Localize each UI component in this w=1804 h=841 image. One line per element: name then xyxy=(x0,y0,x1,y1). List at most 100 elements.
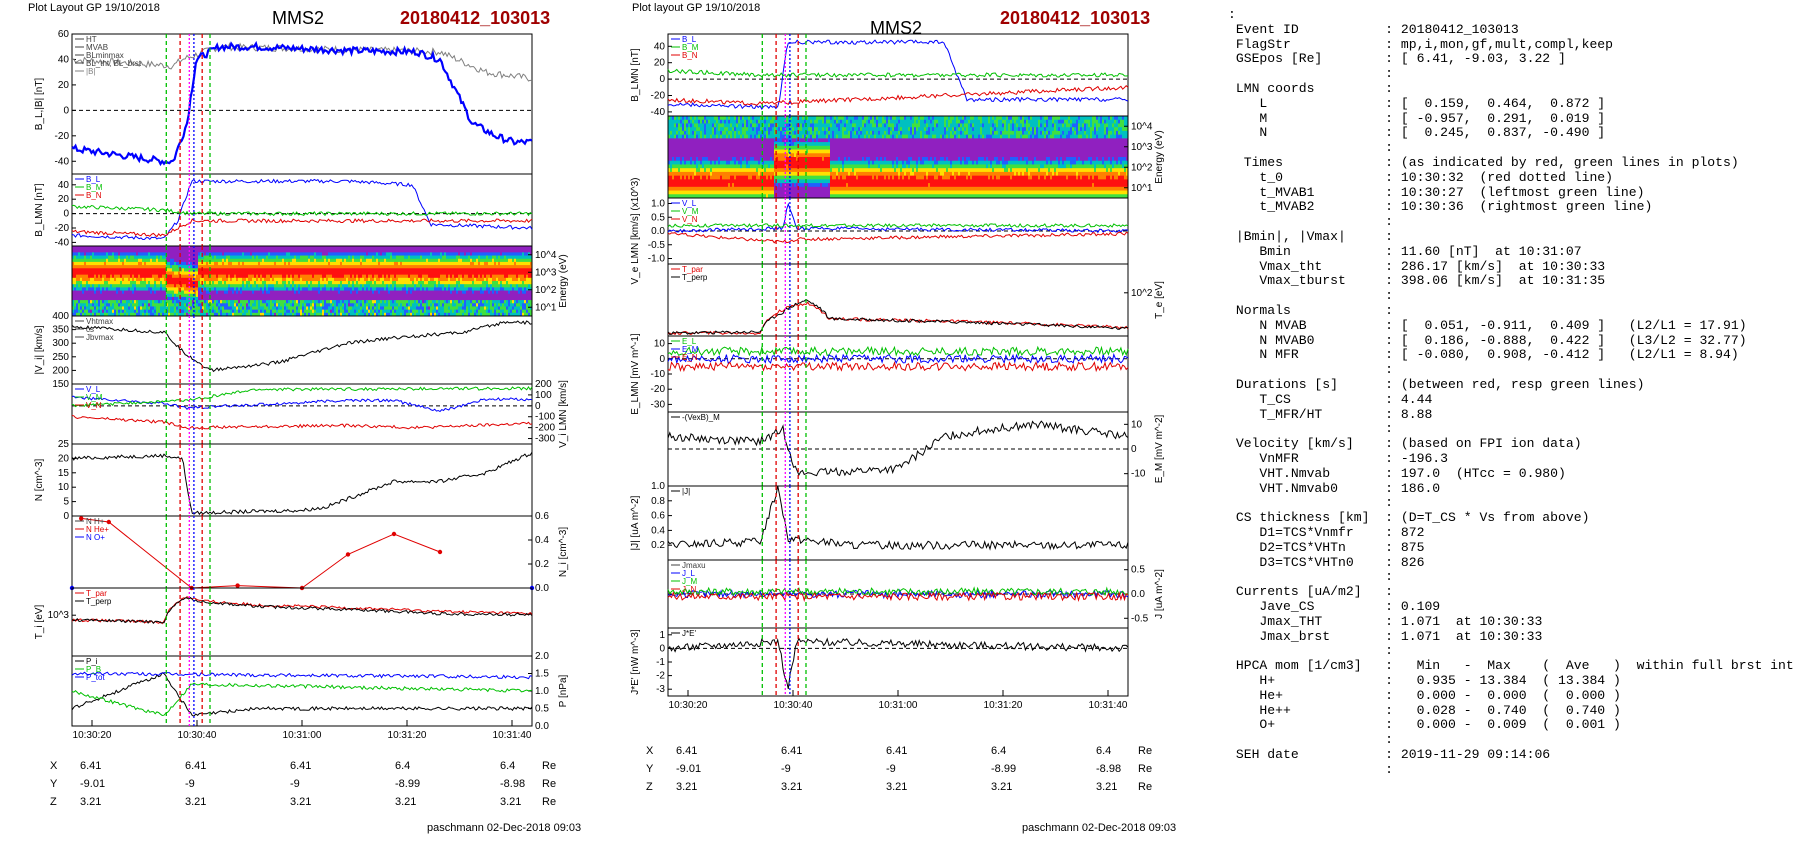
spectrogram-cell xyxy=(332,296,335,301)
spectrogram-cell xyxy=(162,261,165,266)
spectrogram-cell xyxy=(428,306,431,311)
spectrogram-cell xyxy=(358,284,361,288)
spectrogram-cell xyxy=(72,265,75,269)
spectrogram-cell xyxy=(172,290,175,295)
spectrogram-cell xyxy=(352,265,355,269)
spectrogram-cell xyxy=(404,293,407,298)
spectrogram-cell xyxy=(136,312,139,317)
spectrogram-cell xyxy=(300,312,303,317)
spectrogram-cell xyxy=(306,268,309,272)
spectrogram-cell xyxy=(388,261,391,266)
spectrogram-cell xyxy=(304,255,307,260)
spectrogram-cell xyxy=(430,296,433,301)
spectrogram-cell xyxy=(336,296,339,301)
spectrogram-cell xyxy=(156,271,159,276)
spectrogram-cell xyxy=(290,287,293,291)
spectrogram-cell xyxy=(284,309,287,314)
spectrogram-cell xyxy=(194,246,197,250)
spectrogram-cell xyxy=(80,296,83,301)
spectrogram-cell xyxy=(298,271,301,276)
spectrogram-cell xyxy=(110,284,113,288)
spectrogram-cell xyxy=(434,300,437,304)
spectrogram-cell xyxy=(390,271,393,276)
spectrogram-cell xyxy=(112,268,115,272)
spectrogram-cell xyxy=(86,268,89,272)
spectrogram-cell xyxy=(154,274,157,279)
spectrogram-cell xyxy=(302,268,305,272)
spectrogram-cell xyxy=(440,268,443,272)
spectrogram-cell xyxy=(364,268,367,272)
spectrogram-cell xyxy=(80,252,83,256)
spectrogram-cell xyxy=(132,268,135,272)
spectrogram-cell xyxy=(406,265,409,269)
spectrogram-cell xyxy=(354,265,357,269)
spectrogram-cell xyxy=(286,309,289,314)
spectrogram-cell xyxy=(352,252,355,256)
spectrogram-cell xyxy=(112,303,115,307)
spectrogram-cell xyxy=(288,252,291,256)
spectrogram-cell xyxy=(116,277,119,282)
spectrogram-cell xyxy=(270,303,273,307)
spectrogram-cell xyxy=(438,277,441,282)
spectrogram-cell xyxy=(100,300,103,304)
spectrogram-cell xyxy=(78,258,81,263)
spectrogram-cell xyxy=(438,265,441,269)
spectrogram-cell xyxy=(274,246,277,250)
spectrogram-cell xyxy=(436,258,439,263)
spectrogram-cell xyxy=(422,300,425,304)
spectrogram-cell xyxy=(140,277,143,282)
spectrogram-cell xyxy=(296,274,299,279)
spectrogram-cell xyxy=(334,249,337,253)
spectrogram-cell xyxy=(126,303,129,307)
spectrogram-cell xyxy=(128,293,131,298)
spectrogram-cell xyxy=(134,300,137,304)
spectrogram-cell xyxy=(366,277,369,282)
spectrogram-cell xyxy=(106,303,109,307)
spectrogram-cell xyxy=(266,293,269,298)
spectrogram-cell xyxy=(118,268,121,272)
spectrogram-cell xyxy=(186,290,189,295)
spectrogram-cell xyxy=(258,306,261,311)
spectrogram-cell xyxy=(424,252,427,256)
spectrogram-cell xyxy=(104,287,107,291)
spectrogram-cell xyxy=(414,287,417,291)
spectrogram-cell xyxy=(100,246,103,250)
spectrogram-cell xyxy=(256,258,259,263)
spectrogram-cell xyxy=(334,246,337,250)
spectrogram-cell xyxy=(170,284,173,288)
spectrogram-cell xyxy=(226,300,229,304)
spectrogram-cell xyxy=(240,246,243,250)
spectrogram-cell xyxy=(226,249,229,253)
spectrogram-cell xyxy=(438,274,441,279)
spectrogram-cell xyxy=(334,312,337,317)
spectrogram-cell xyxy=(140,271,143,276)
spectrogram-cell xyxy=(398,309,401,314)
spectrogram-cell xyxy=(364,249,367,253)
spectrogram-cell xyxy=(170,265,173,269)
spectrogram-cell xyxy=(126,296,129,301)
spectrogram-cell xyxy=(200,246,203,250)
spectrogram-cell xyxy=(400,261,403,266)
spectrogram-cell xyxy=(110,293,113,298)
spectrogram-cell xyxy=(194,268,197,272)
spectrogram-cell xyxy=(176,309,179,314)
spectrogram-cell xyxy=(272,309,275,314)
spectrogram-cell xyxy=(424,293,427,298)
spectrogram-cell xyxy=(226,293,229,298)
spectrogram-cell xyxy=(348,300,351,304)
spectrogram-cell xyxy=(400,255,403,260)
spectrogram-cell xyxy=(388,246,391,250)
spectrogram-cell xyxy=(166,277,169,282)
spectrogram-cell xyxy=(244,306,247,311)
spectrogram-cell xyxy=(404,284,407,288)
spectrogram-cell xyxy=(326,284,329,288)
spectrogram-cell xyxy=(246,249,249,253)
spectrogram-cell xyxy=(192,246,195,250)
spectrogram-cell xyxy=(176,258,179,263)
spectrogram-cell xyxy=(84,255,87,260)
spectrogram-cell xyxy=(414,261,417,266)
spectrogram-cell xyxy=(98,290,101,295)
spectrogram-cell xyxy=(202,296,205,301)
spectrogram-cell xyxy=(386,249,389,253)
spectrogram-cell xyxy=(156,246,159,250)
